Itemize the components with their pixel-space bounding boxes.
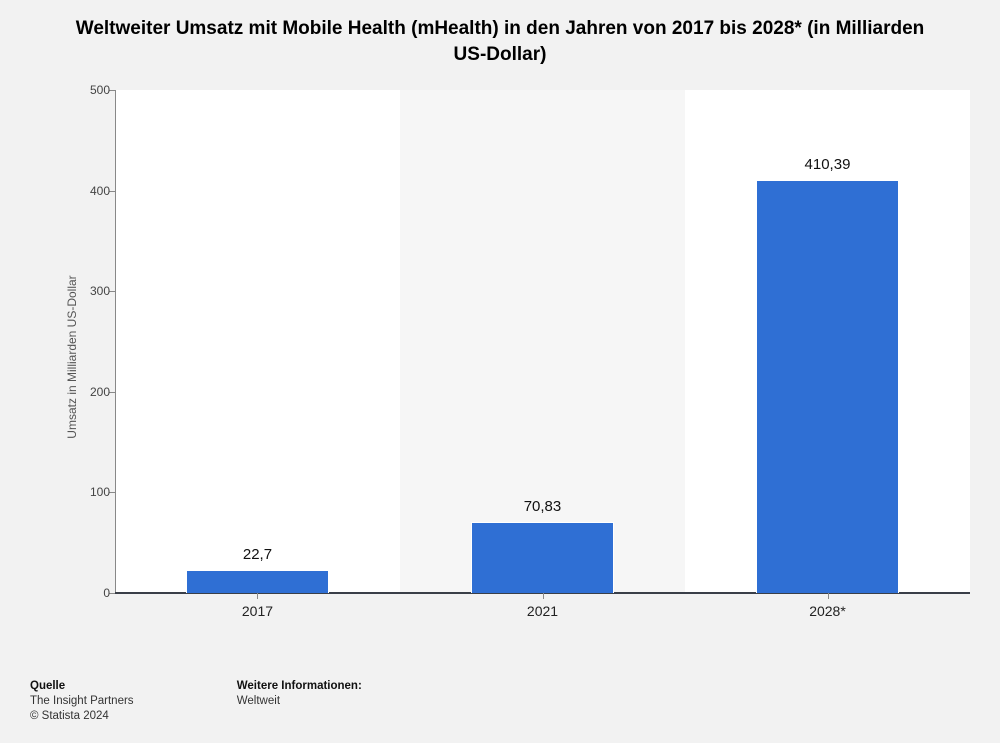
y-tick-label: 400 (65, 184, 110, 198)
bar: 410,392028* (756, 180, 898, 593)
x-tick-mark (543, 593, 544, 599)
y-tick-label: 100 (65, 485, 110, 499)
y-axis-line (115, 90, 116, 593)
footer-source-name: The Insight Partners (30, 694, 134, 710)
y-tick-label: 500 (65, 83, 110, 97)
plot-area: 010020030040050022,7201770,832021410,392… (115, 90, 970, 593)
plot-band (115, 90, 400, 593)
y-axis-label: Umsatz in Milliarden US-Dollar (65, 275, 79, 438)
bar-value-label: 70,83 (442, 498, 642, 523)
footer-info-heading: Weitere Informationen: (237, 680, 362, 692)
page-root: Weltweiter Umsatz mit Mobile Health (mHe… (0, 0, 1000, 743)
footer-source: Quelle The Insight Partners © Statista 2… (30, 680, 134, 725)
y-tick-label: 300 (65, 284, 110, 298)
x-tick-mark (828, 593, 829, 599)
x-tick-mark (257, 593, 258, 599)
chart-area: Umsatz in Milliarden US-Dollar 0 100 200 30… (60, 80, 980, 633)
y-tick-label: 0 (65, 586, 110, 600)
chart-title: Weltweiter Umsatz mit Mobile Health (mHe… (0, 10, 1000, 67)
footer-region: Weltweit (237, 694, 362, 710)
bar: 22,72017 (186, 570, 328, 593)
footer-source-heading: Quelle (30, 680, 134, 692)
bar-value-label: 22,7 (157, 546, 357, 571)
y-tick-label: 200 (65, 385, 110, 399)
footer-info: Weitere Informationen: Weltweit (237, 680, 362, 710)
footer-copyright: © Statista 2024 (30, 709, 134, 725)
bar: 70,832021 (471, 522, 613, 593)
chart-footer: Quelle The Insight Partners © Statista 2… (30, 680, 980, 725)
bar-value-label: 410,39 (727, 156, 927, 181)
